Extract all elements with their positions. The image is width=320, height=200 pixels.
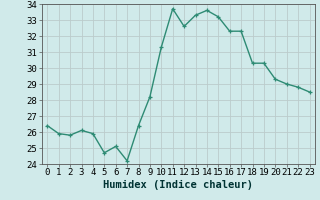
X-axis label: Humidex (Indice chaleur): Humidex (Indice chaleur) [103,180,253,190]
